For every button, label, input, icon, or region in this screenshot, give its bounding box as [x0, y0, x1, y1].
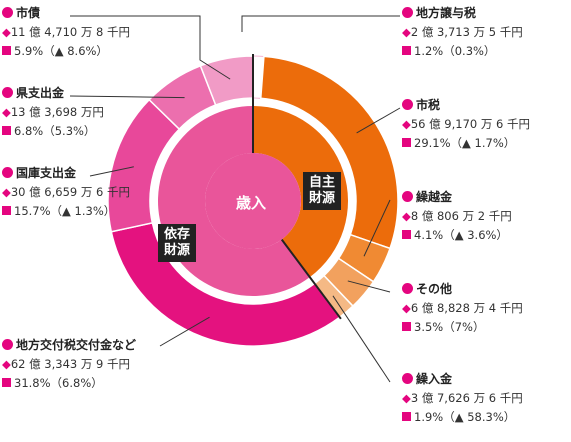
- square-icon: [2, 46, 11, 55]
- square-icon: [402, 138, 411, 147]
- leader-line-3: [347, 280, 391, 293]
- group-tag-own-revenue: 自主財源: [303, 172, 341, 210]
- leader-lines: [69, 15, 401, 383]
- leader-line-1: [356, 107, 401, 134]
- center-label: 歳入: [236, 194, 267, 212]
- leader-line-8: [70, 15, 231, 80]
- slice-label-sonota: その他 ◆6 億 8,828 万 4 千円 3.5%（7%）: [402, 282, 523, 334]
- bullet-icon: [402, 283, 413, 294]
- square-icon: [402, 46, 411, 55]
- slice-label-jouyozei: 地方譲与税 ◆2 億 3,713 万 5 千円 1.2%（0.3%）: [402, 6, 523, 58]
- square-icon: [402, 412, 411, 421]
- slice-label-koufuzei: 地方交付税交付金など ◆62 億 3,343 万 9 千円 31.8%（6.8%…: [2, 338, 137, 390]
- leader-line-5: [159, 316, 210, 347]
- slice-label-kokkoshishutsukin: 国庫支出金 ◆30 億 6,659 万 6 千円 15.7%（▲ 1.3%）: [2, 166, 131, 218]
- bullet-icon: [402, 191, 413, 202]
- bullet-icon: [2, 87, 13, 98]
- diamond-icon: ◆: [402, 25, 411, 39]
- diamond-icon: ◆: [2, 357, 11, 371]
- square-icon: [2, 126, 11, 135]
- group-divider-1: [280, 238, 342, 320]
- leader-line-2: [363, 199, 391, 257]
- diamond-icon: ◆: [402, 391, 411, 405]
- square-icon: [2, 206, 11, 215]
- diamond-icon: ◆: [402, 117, 411, 131]
- bullet-icon: [2, 339, 13, 350]
- bullet-icon: [2, 7, 13, 18]
- bullet-icon: [2, 167, 13, 178]
- group-tag-dependent-revenue: 依存財源: [158, 224, 196, 262]
- diamond-icon: ◆: [2, 25, 11, 39]
- diamond-icon: ◆: [402, 301, 411, 315]
- slice-label-kenshishutsukin: 県支出金 ◆13 億 3,698 万円 6.8%（5.3%）: [2, 86, 104, 138]
- diamond-icon: ◆: [2, 185, 11, 199]
- bullet-icon: [402, 99, 413, 110]
- leader-line-4: [332, 295, 391, 383]
- slice-label-shisai: 市債 ◆11 億 4,710 万 8 千円 5.9%（▲ 8.6%）: [2, 6, 131, 58]
- group-arc-0: [253, 106, 348, 278]
- square-icon: [402, 322, 411, 331]
- square-icon: [402, 230, 411, 239]
- leader-line-0: [241, 15, 400, 32]
- outer-ring: [107, 55, 399, 347]
- leader-line-7: [69, 95, 185, 99]
- center-disc: [205, 153, 301, 249]
- diamond-icon: ◆: [2, 105, 11, 119]
- bullet-icon: [402, 373, 413, 384]
- square-icon: [2, 378, 11, 387]
- bullet-icon: [402, 7, 413, 18]
- diamond-icon: ◆: [402, 209, 411, 223]
- leader-line-6: [89, 166, 134, 177]
- slice-label-shizei: 市税 ◆56 億 9,170 万 6 千円 29.1%（▲ 1.7%）: [402, 98, 531, 150]
- slice-label-kurikoshikin: 繰越金 ◆8 億 806 万 2 千円 4.1%（▲ 3.6%）: [402, 190, 512, 242]
- slice-label-kurirekin: 繰入金 ◆3 億 7,626 万 6 千円 1.9%（▲ 58.3%）: [402, 372, 523, 424]
